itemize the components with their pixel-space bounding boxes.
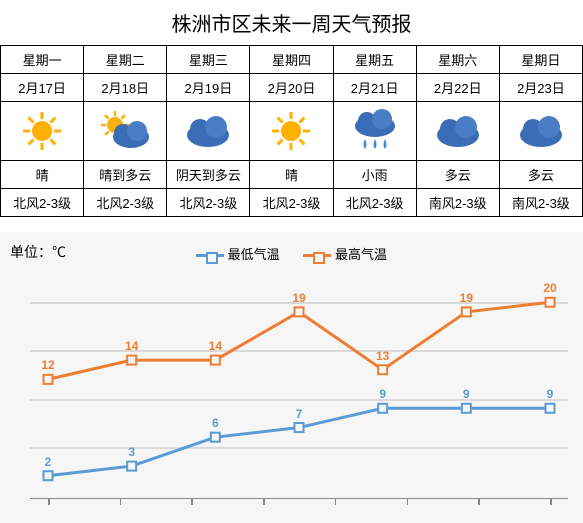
data-label: 12 [41,358,54,372]
data-label: 9 [547,387,554,401]
data-label: 6 [212,416,219,430]
data-label: 7 [296,407,303,421]
data-label: 9 [379,387,386,401]
wind-cell: 北风2-3级 [84,189,167,217]
weather-icon [416,102,499,161]
page-title: 株洲市区未来一周天气预报 [0,0,583,45]
date-cell: 2月17日 [1,74,84,102]
wind-cell: 北风2-3级 [250,189,333,217]
legend-high: 最高气温 [303,244,387,263]
data-label: 14 [125,339,138,353]
data-label: 14 [209,339,222,353]
day-header: 星期二 [84,46,167,74]
data-label: 19 [460,291,473,305]
condition-cell: 小雨 [333,161,416,189]
chart-legend: 最低气温 最高气温 [0,244,583,263]
day-header: 星期日 [499,46,582,74]
legend-low: 最低气温 [196,244,280,263]
condition-cell: 多云 [416,161,499,189]
data-label: 3 [128,445,135,459]
weather-icon [333,102,416,161]
condition-cell: 多云 [499,161,582,189]
data-label: 2 [45,455,52,469]
temperature-chart: 单位：℃ 最低气温 最高气温 121414191319202367999 [0,232,583,523]
day-header: 星期三 [167,46,250,74]
wind-cell: 北风2-3级 [333,189,416,217]
day-header: 星期五 [333,46,416,74]
data-label: 20 [543,281,556,295]
date-cell: 2月18日 [84,74,167,102]
wind-cell: 北风2-3级 [1,189,84,217]
day-header: 星期四 [250,46,333,74]
wind-cell: 南风2-3级 [416,189,499,217]
date-cell: 2月19日 [167,74,250,102]
data-label: 13 [376,349,389,363]
date-cell: 2月22日 [416,74,499,102]
condition-cell: 晴到多云 [84,161,167,189]
condition-cell: 晴 [1,161,84,189]
condition-cell: 晴 [250,161,333,189]
weather-icon [167,102,250,161]
condition-cell: 阴天到多云 [167,161,250,189]
weather-icon [84,102,167,161]
weather-table: 星期一星期二星期三星期四星期五星期六星期日 2月17日2月18日2月19日2月20… [0,45,583,217]
day-header: 星期六 [416,46,499,74]
date-cell: 2月21日 [333,74,416,102]
data-label: 9 [463,387,470,401]
date-cell: 2月23日 [499,74,582,102]
date-cell: 2月20日 [250,74,333,102]
wind-cell: 北风2-3级 [167,189,250,217]
data-label: 19 [292,291,305,305]
weather-icon [250,102,333,161]
plot-area: 12 14 14 19 13 19 20 2 3 6 7 9 9 9 [30,273,568,513]
weather-icon [1,102,84,161]
weather-icon [499,102,582,161]
wind-cell: 南风2-3级 [499,189,582,217]
day-header: 星期一 [1,46,84,74]
